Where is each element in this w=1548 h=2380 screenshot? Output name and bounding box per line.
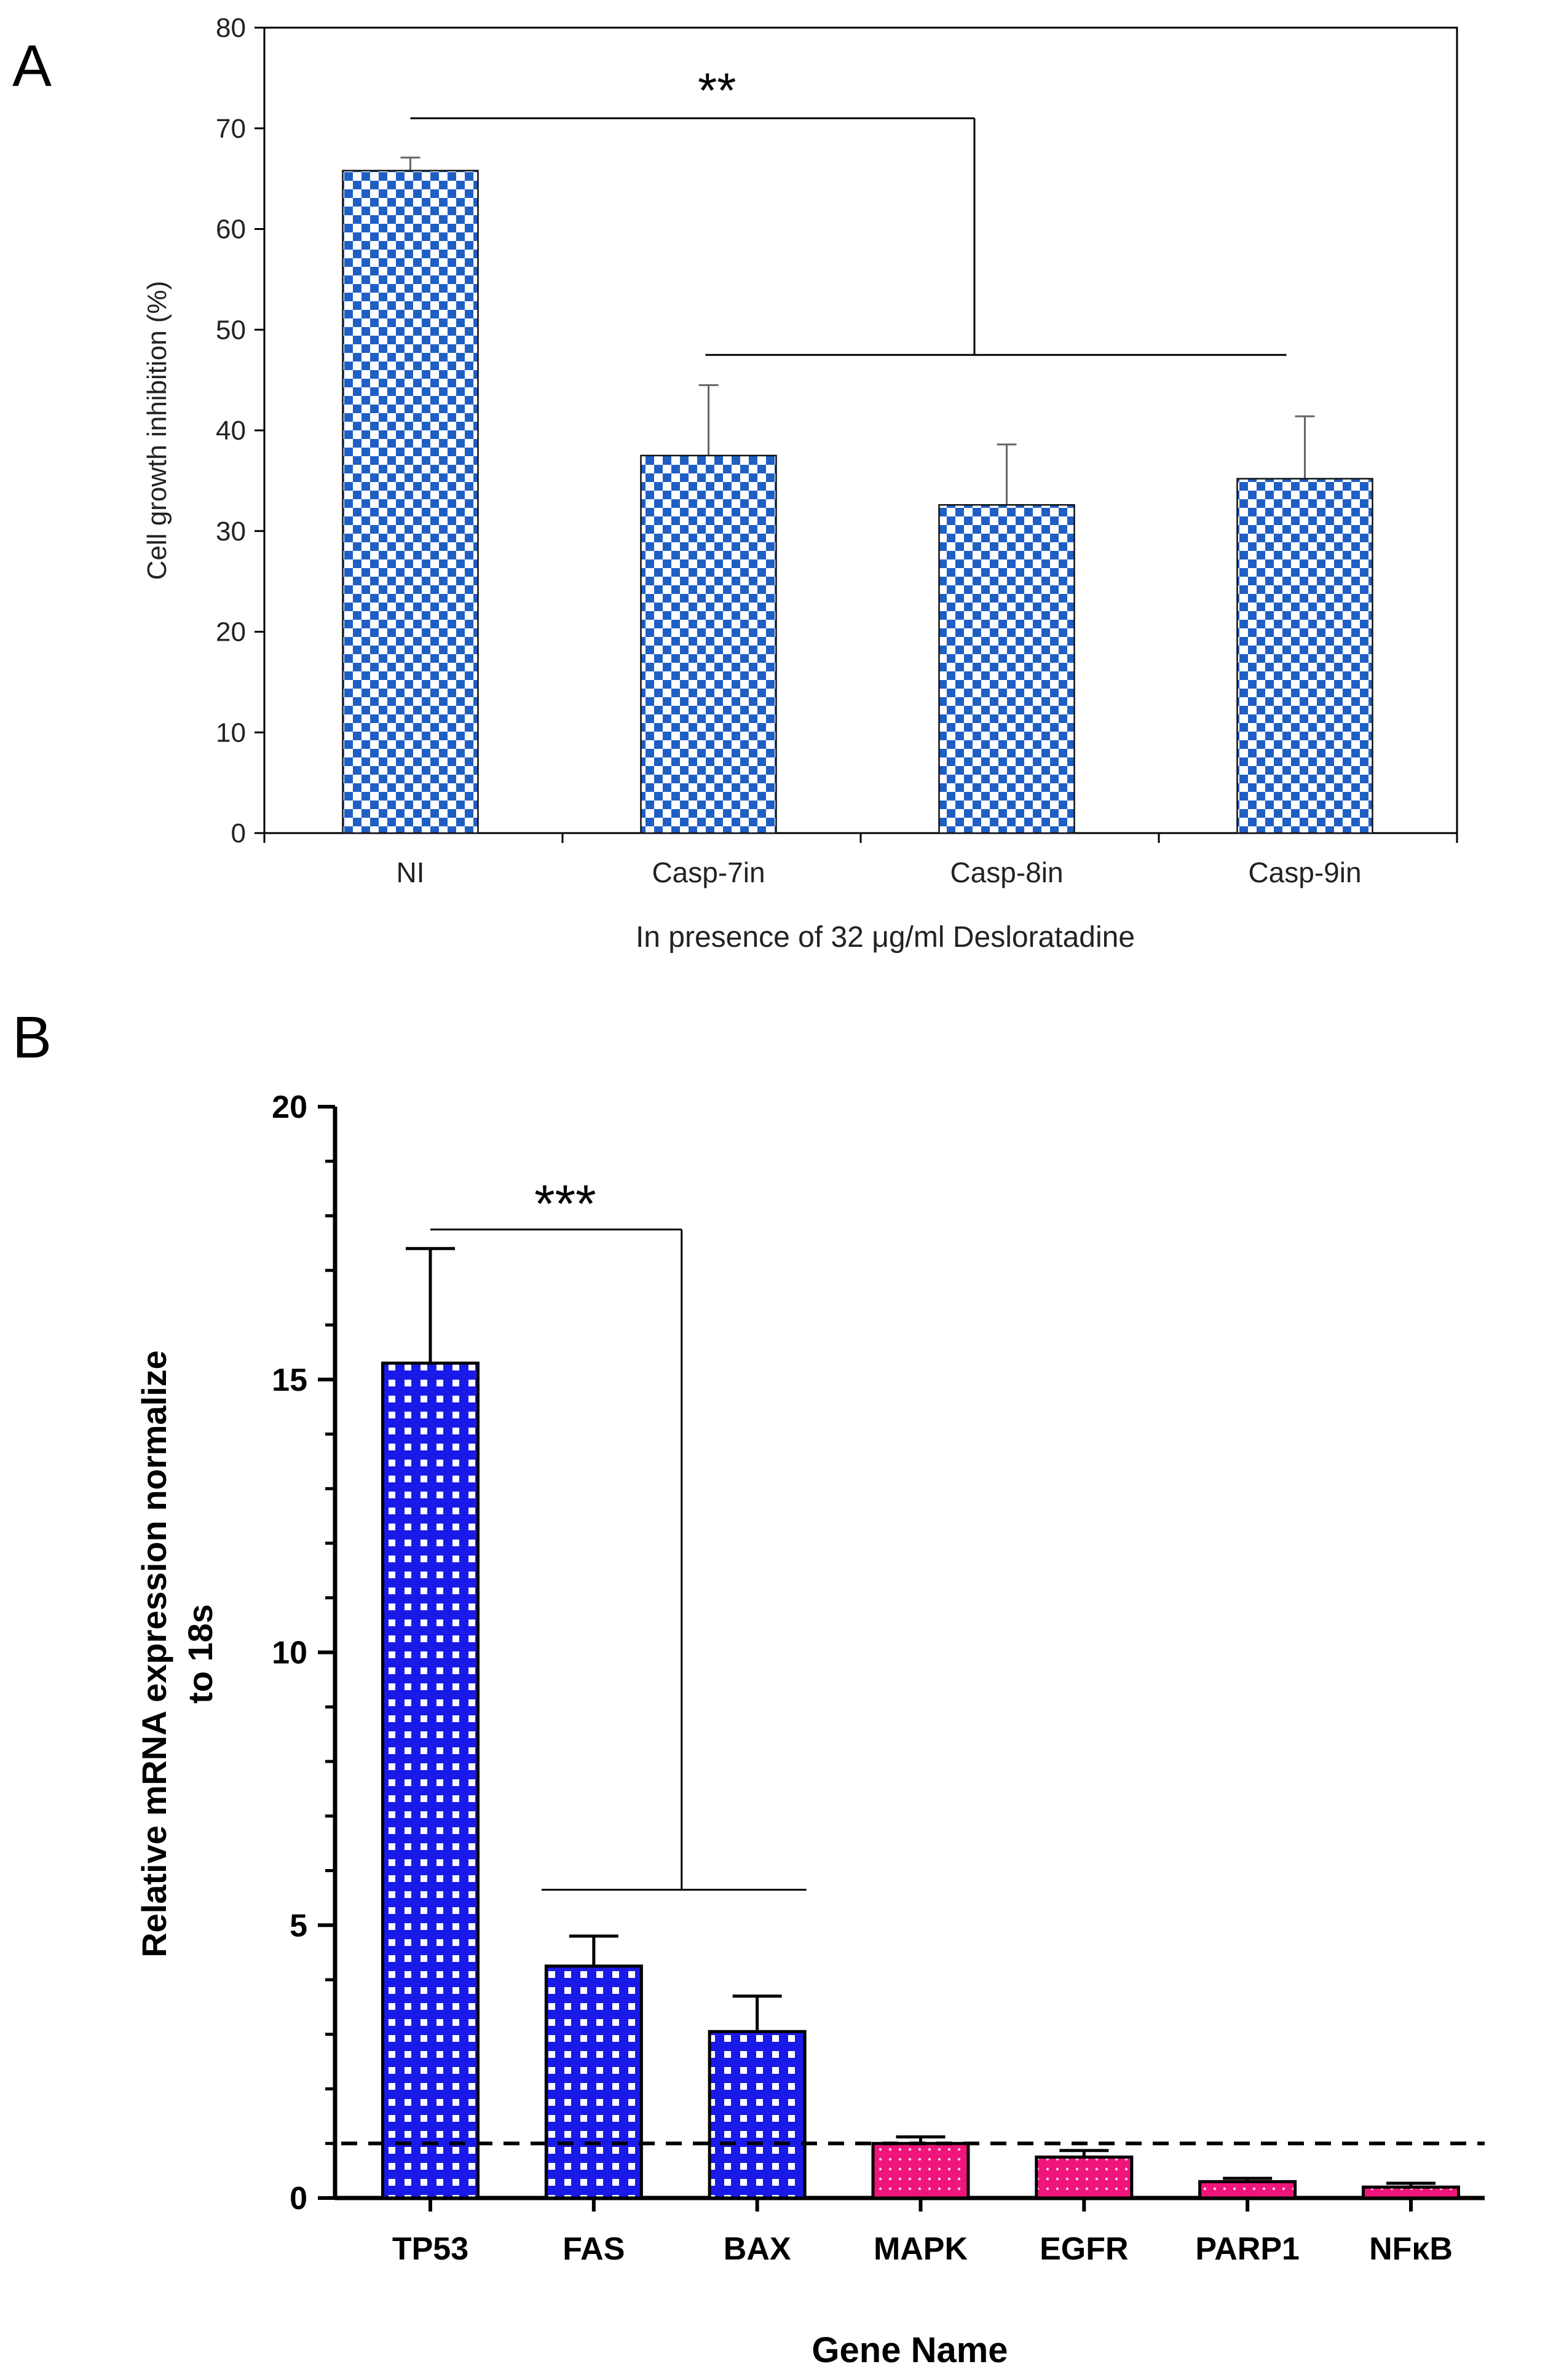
panel-a-y-tick-label: 30 — [216, 516, 246, 547]
panel-a-x-tick-label: Casp-9in — [1248, 856, 1361, 888]
panel-b-y-axis-label-line2: to 18s — [181, 1604, 219, 1704]
panel-b-x-tick-label: EGFR — [1040, 2231, 1128, 2267]
panel-b-x-tick-label: FAS — [563, 2231, 625, 2267]
panel-a-y-tick-label: 10 — [216, 718, 246, 748]
bar-nfκb — [1362, 2185, 1460, 2200]
panel-a-y-tick-label: 60 — [216, 215, 246, 245]
panel-b-y-tick-label: 10 — [272, 1635, 307, 1671]
panel-a-x-axis-label: In presence of 32 μg/ml Desloratadine — [636, 921, 1135, 954]
panel-a: A 0 10 20 30 40 50 60 70 80 ** NI Casp-7in Casp-8i… — [12, 13, 1458, 954]
bar-casp-9in — [1236, 478, 1373, 834]
bar-mapk — [871, 2141, 970, 2200]
bar-tp53 — [381, 1361, 480, 2200]
bar-bax — [708, 2030, 807, 2200]
bar-ni — [342, 170, 479, 834]
panel-a-y-tick-label: 70 — [216, 114, 246, 144]
panel-a-y-tick-label: 80 — [216, 13, 246, 43]
bar-fas — [544, 1964, 643, 2200]
panel-a-y-axis-label: Cell growth inhibition (%) — [142, 281, 172, 580]
panel-a-y-tick-label: 40 — [216, 416, 246, 446]
panel-b-y-tick-label: 20 — [272, 1089, 307, 1125]
panel-b-x-tick-label: TP53 — [392, 2231, 468, 2267]
significance-label: ** — [698, 63, 736, 117]
panel-b-y-tick-label: 0 — [290, 2181, 307, 2216]
panel-a-label: A — [12, 33, 52, 99]
panel-a-x-tick-label: NI — [397, 856, 425, 888]
panel-b-x-tick-label: BAX — [724, 2231, 791, 2267]
panel-b-x-tick-label: PARP1 — [1195, 2231, 1300, 2267]
panel-b-label: B — [12, 1005, 52, 1070]
panel-a-x-tick-label: Casp-7in — [652, 856, 765, 888]
panel-b-y-tick-label: 5 — [290, 1908, 307, 1943]
bar-casp-8in — [938, 504, 1075, 834]
significance-label: *** — [534, 1175, 596, 1234]
panel-b-x-tick-label: NFκB — [1369, 2231, 1453, 2267]
panel-a-y-tick-label: 50 — [216, 315, 246, 345]
panel-b-y-tick-label: 15 — [272, 1362, 307, 1398]
panel-b-x-axis-label: Gene Name — [812, 2330, 1008, 2370]
panel-b: B 0 5 10 15 20 *** TP53 FAS BAX MAPK EGFR PARP1 NF… — [12, 1005, 1485, 2370]
bar-egfr — [1035, 2155, 1134, 2200]
panel-a-y-tick-label: 20 — [216, 617, 246, 647]
panel-b-y-axis-label: Relative mRNA expression normalize — [135, 1350, 173, 1958]
bar-casp-7in — [640, 454, 777, 834]
bar-parp1 — [1198, 2180, 1297, 2200]
panel-b-x-tick-label: MAPK — [874, 2231, 968, 2267]
panel-a-y-tick-label: 0 — [231, 818, 246, 848]
panel-a-x-tick-label: Casp-8in — [950, 856, 1063, 888]
